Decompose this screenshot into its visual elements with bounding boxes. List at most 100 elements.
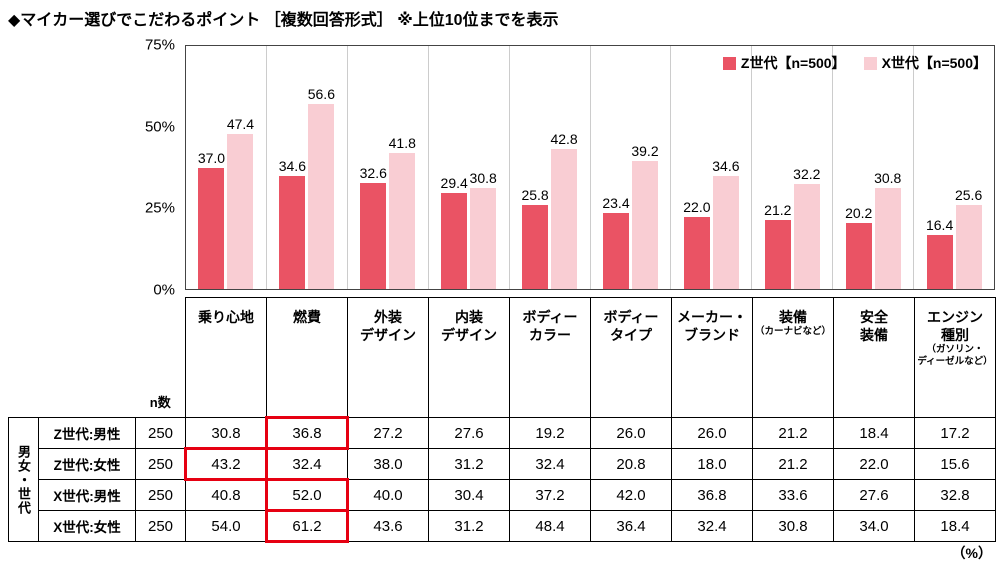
bar-wrap: 37.0 [197, 150, 226, 289]
table-header-cell: 装備 （カーナビなど） [752, 297, 834, 418]
bar-value-label: 25.8 [521, 186, 549, 203]
value-cell: 19.2 [509, 417, 591, 449]
bar-wrap: 23.4 [602, 194, 630, 289]
table-row: Z世代:女性 250 43.2 32.4 38.0 31.2 32.4 20.8 18.0 21.… [9, 447, 996, 481]
value-cell: 31.2 [428, 510, 510, 542]
row-label: Z世代:女性 [38, 448, 136, 480]
legend-item: X世代【n=500】 [863, 53, 987, 73]
bar-wrap: 16.4 [925, 217, 954, 289]
highlight-box [184, 447, 268, 481]
table-header-cell: ボディー カラー [509, 297, 591, 418]
bar-value-label: 21.2 [764, 201, 792, 218]
value-cell: 37.2 [509, 479, 591, 511]
header-line: ボディー [522, 309, 578, 325]
value-cell: 22.0 [833, 448, 915, 480]
header-line: 燃費 [293, 309, 321, 325]
value-cell: 36.8 [671, 479, 753, 511]
bar-wrap: 32.6 [360, 166, 387, 289]
bar [955, 205, 982, 289]
table-body: 男女・世代 Z世代:男性 250 30.8 36.8 27.2 27.6 19.2 26.0 26… [8, 416, 996, 543]
value-cell: 32.4 [266, 448, 348, 480]
value-cell: 18.4 [914, 510, 996, 542]
bar [926, 235, 953, 289]
n-count-header: n数 [135, 297, 186, 418]
header-subnote: （ガソリン・ [926, 344, 984, 356]
bar [360, 182, 387, 289]
bar-wrap: 29.4 [441, 176, 468, 289]
header-line: 外装 [374, 309, 402, 325]
table-header-cell: 外装 デザイン [347, 297, 429, 418]
value-cell: 27.6 [833, 479, 915, 511]
bar-group: 16.4 25.6 [914, 46, 994, 289]
row-label: X世代:男性 [38, 479, 136, 511]
bar [793, 183, 820, 289]
y-tick-label: 0% [153, 281, 175, 299]
bar-value-label: 25.6 [954, 187, 983, 204]
bar-value-label: 34.6 [278, 158, 306, 174]
bar [470, 188, 497, 289]
bar [279, 176, 306, 289]
bar-group: 34.6 56.6 [267, 46, 348, 289]
bar [712, 176, 739, 289]
table-header-cell: 燃費 [266, 297, 348, 418]
bar-group: 22.0 34.6 [671, 46, 753, 289]
bar [551, 149, 578, 289]
bar [389, 152, 416, 289]
header-line: ボディー [603, 309, 659, 325]
y-tick-label: 75% [144, 36, 175, 54]
bar-wrap: 22.0 [683, 200, 711, 289]
table-row: X世代:男性 250 40.8 52.0 40.0 30.4 37.2 42.0 36.8 33.… [9, 478, 996, 512]
value-cell: 48.4 [509, 510, 591, 542]
value-cell: 43.2 [184, 447, 268, 481]
legend-label: Z世代【n=500】 [740, 55, 846, 71]
value-cell: 17.2 [914, 417, 996, 449]
bar-wrap: 21.2 [764, 201, 792, 289]
table-header-cell: ボディー タイプ [590, 297, 672, 418]
bar-wrap: 42.8 [550, 132, 578, 289]
value-cell: 36.4 [590, 510, 672, 542]
page-title: ◆マイカー選びでこだわるポイント ［複数回答形式］ ※上位10位までを表示 [8, 12, 559, 29]
header-line: デザイン [441, 327, 497, 344]
value-cell: 33.6 [752, 479, 834, 511]
table-header-cell: 乗り心地 [185, 297, 267, 418]
y-tick-label: 50% [144, 118, 175, 136]
table-row: X世代:女性 250 54.0 61.2 43.6 31.2 48.4 36.4 32.4 30.… [9, 509, 996, 543]
value-cell: 38.0 [347, 448, 429, 480]
row-label: Z世代:男性 [38, 417, 136, 449]
table-row: 男女・世代 Z世代:男性 250 30.8 36.8 27.2 27.6 19.2 26.0 26… [8, 416, 996, 542]
header-line: メーカー・ [677, 309, 747, 325]
value-cell: 32.4 [509, 448, 591, 480]
bar [845, 223, 872, 289]
bar-value-label: 20.2 [845, 205, 873, 221]
bar [631, 160, 658, 289]
header-line: 乗り心地 [198, 309, 254, 325]
bar-value-label: 30.8 [469, 170, 497, 187]
bar-chart: 75% 50% 25% 0% 37.0 47.4 34.6 56.6 32.6 41.8 29.4… [145, 37, 995, 299]
bar [874, 188, 901, 289]
bar-value-label: 37.0 [197, 150, 226, 167]
bar [602, 212, 629, 289]
value-cell: 20.8 [590, 448, 672, 480]
value-cell: 52.0 [265, 478, 349, 512]
bar [227, 134, 254, 289]
n-value: 250 [135, 417, 186, 449]
value-cell: 21.2 [752, 448, 834, 480]
table-header-cell: エンジン 種別 （ガソリン・ ディーゼルなど） [914, 297, 996, 418]
bar-wrap: 41.8 [389, 136, 416, 289]
bar-value-label: 56.6 [307, 86, 335, 103]
highlight-box [265, 416, 349, 450]
bar-wrap: 34.6 [278, 158, 306, 289]
value-cell: 21.2 [752, 417, 834, 449]
value-cell: 54.0 [185, 510, 267, 542]
bar-value-label: 16.4 [925, 217, 954, 234]
bar-value-label: 23.4 [602, 194, 630, 211]
value-cell: 32.4 [671, 510, 753, 542]
row-group-label: 男女・世代 [8, 417, 39, 542]
bar [308, 104, 335, 289]
bar-wrap: 32.2 [793, 167, 820, 289]
highlight-box [265, 478, 349, 512]
bar-wrap: 20.2 [845, 205, 873, 289]
bar [522, 204, 549, 289]
value-cell: 32.8 [914, 479, 996, 511]
bar-value-label: 30.8 [874, 170, 902, 187]
